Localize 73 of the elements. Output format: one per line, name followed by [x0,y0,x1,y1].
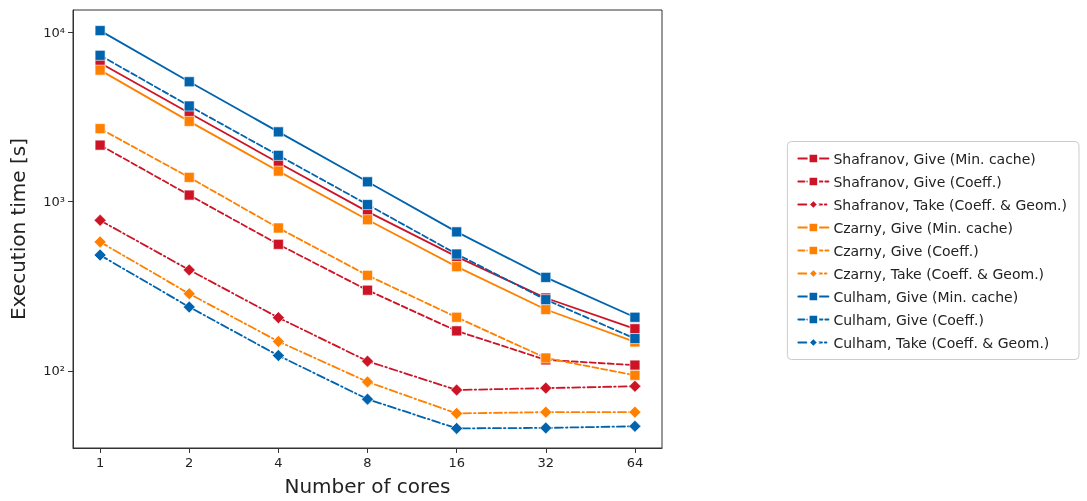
point [451,261,462,272]
y-tick-label: 10⁴ [43,24,65,40]
legend-label: Culham, Take (Coeff. & Geom.) [833,334,1050,351]
point [182,263,196,277]
point [451,325,462,337]
point [629,359,641,371]
point [450,407,463,420]
point [182,287,196,301]
point [94,139,106,151]
point [629,323,641,335]
point [361,392,374,406]
point [93,235,107,249]
point [273,165,284,177]
point [362,214,373,225]
point [272,311,285,324]
point [629,370,641,381]
point [629,311,641,323]
point [362,199,373,210]
legend-label: Czarny, Give (Min. cache) [833,219,1013,236]
point [628,420,642,433]
legend-label: Czarny, Give (Coeff.) [833,242,979,259]
point [450,383,463,397]
x-tick-label: 2 [185,455,194,470]
point [272,349,285,362]
point [540,272,552,283]
x-tick-label: 64 [626,455,644,470]
point [451,311,462,323]
point [182,300,196,314]
x-tick-label: 16 [448,455,465,470]
point [94,123,106,134]
point [273,222,284,234]
point [362,270,373,281]
legend-label: Shafranov, Give (Coeff.) [833,173,1002,190]
point [629,333,641,344]
y-tick-label: 10³ [43,193,65,209]
point [183,100,195,112]
point [361,375,374,389]
x-tick-label: 32 [537,455,555,470]
legend-label: Shafranov, Take (Coeff. & Geom.) [833,196,1068,213]
point [273,150,284,161]
point [183,172,195,183]
point [539,405,553,419]
point [183,76,195,88]
point [183,189,195,201]
point [273,239,284,250]
point [451,226,462,238]
point [272,335,285,348]
point [183,116,195,127]
point [628,405,642,419]
point [361,354,374,368]
point [362,176,373,188]
legend-label: Czarny, Take (Coeff. & Geom.) [833,265,1045,282]
point [93,248,107,262]
legend-label: Culham, Give (Min. cache) [833,288,1019,305]
point [94,64,106,76]
point [540,304,552,315]
y-tick-label: 10² [43,363,65,379]
point [273,126,284,138]
x-tick-label: 4 [274,455,283,470]
x-axis-title: Number of cores [284,474,451,498]
point [94,25,106,36]
legend-label: Culham, Give (Coeff.) [833,311,984,328]
x-tick-label: 1 [95,455,105,470]
legend-label: Shafranov, Give (Min. cache) [833,150,1036,167]
point [450,422,463,435]
x-tick-label: 8 [363,455,372,470]
point [93,214,107,227]
point [628,379,642,393]
point [362,284,373,296]
point [539,381,553,395]
point [539,421,553,435]
point [94,50,106,61]
y-axis-title: Execution time [s] [6,137,30,321]
